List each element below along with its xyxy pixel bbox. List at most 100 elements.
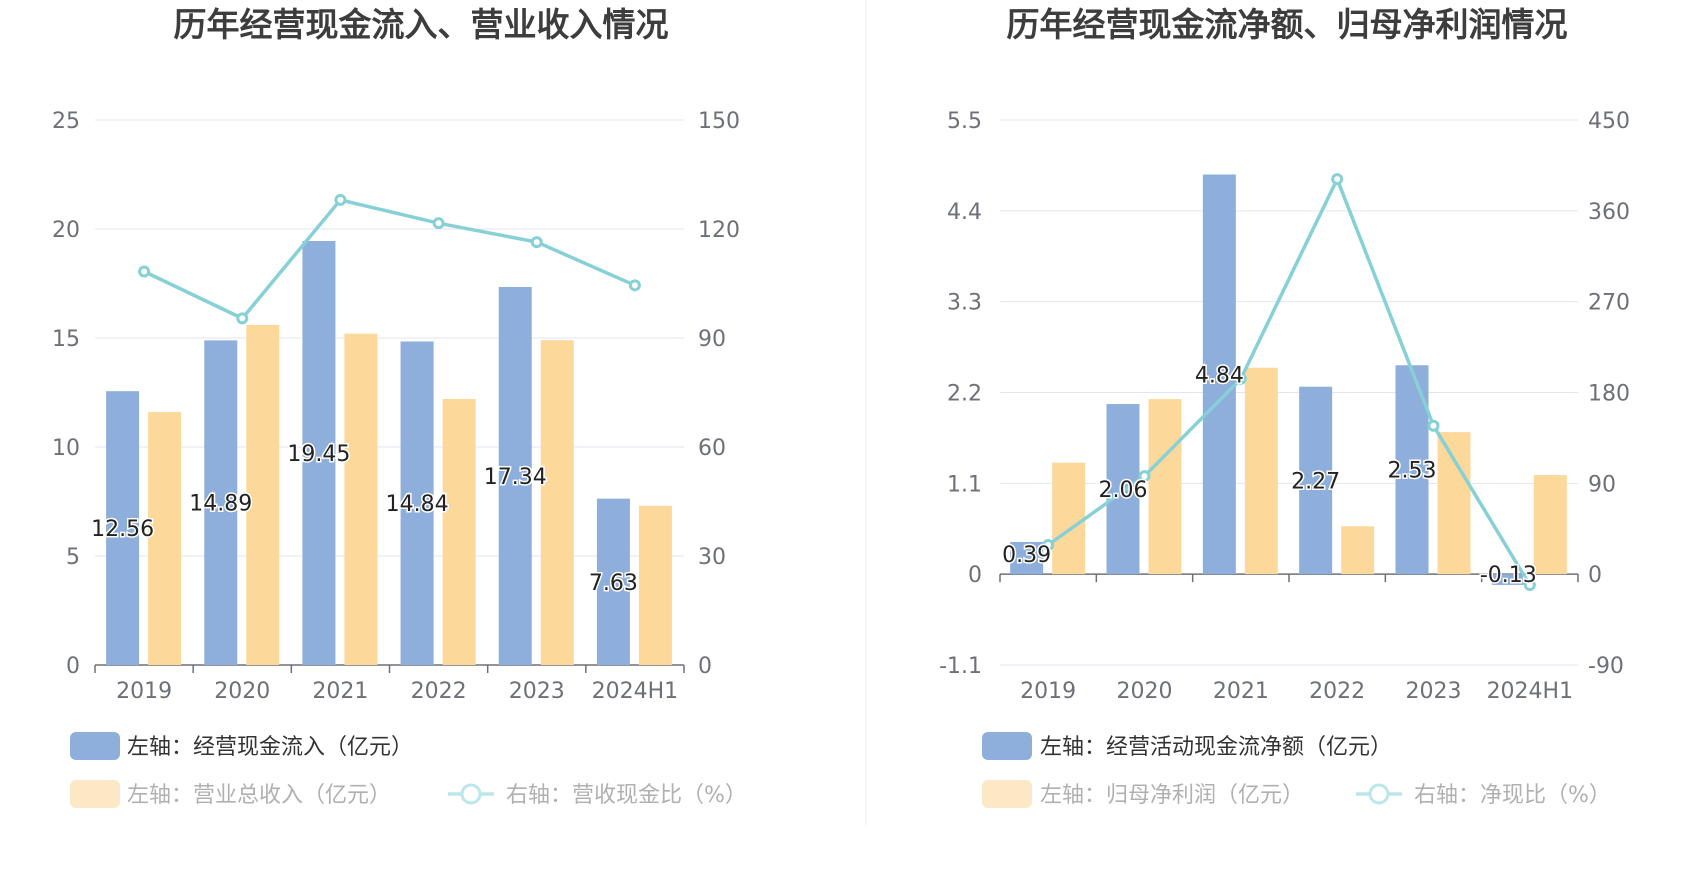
chart-panel-right: 历年经营现金流净额、归母净利润情况 -1.1 0 1.1 2.2 3.3 4.4 5.5 -9… xyxy=(939,5,1630,808)
bar-data-label: 17.34 xyxy=(484,465,547,490)
y-right-tick-label: 0 xyxy=(1588,563,1602,588)
y-right-tick-label: 60 xyxy=(698,436,726,461)
ratio-point xyxy=(628,279,641,292)
x-tick-label: 2021 xyxy=(312,679,368,704)
bar-data-label: 12.56 xyxy=(91,517,154,542)
legend-label-primary: 左轴：经营现金流入（亿元） xyxy=(127,735,413,760)
bar-secondary xyxy=(540,340,574,665)
y-right-tick-label: 450 xyxy=(1588,109,1630,134)
bar-primary xyxy=(1106,404,1140,575)
legend-swatch-primary xyxy=(982,732,1032,760)
bar-primary xyxy=(1010,541,1044,575)
bar-primary xyxy=(1202,174,1236,575)
y-left-tick-label: 10 xyxy=(52,436,80,461)
bar-data-label: 14.89 xyxy=(189,492,252,517)
bar-secondary xyxy=(638,505,672,665)
ratio-point xyxy=(1427,419,1440,432)
x-tick-label: 2019 xyxy=(116,679,172,704)
bar-secondary xyxy=(1148,399,1182,575)
legend-label-line: 右轴：营收现金比（%） xyxy=(506,783,747,808)
x-tick-label: 2020 xyxy=(214,679,270,704)
bar-primary xyxy=(106,391,140,665)
bar-primary xyxy=(498,286,532,665)
x-tick-label: 2020 xyxy=(1117,679,1173,704)
x-tick-label: 2019 xyxy=(1020,679,1076,704)
ratio-point xyxy=(1523,579,1536,592)
bar-secondary xyxy=(246,324,280,665)
chart-panel-left: 历年经营现金流入、营业收入情况 0 5 10 15 20 25 0 30 60 90 120 150 2… xyxy=(52,5,747,808)
legend-swatch-secondary xyxy=(70,780,120,808)
bar-data-label: 4.84 xyxy=(1195,363,1244,388)
legend-label-secondary: 左轴：营业总收入（亿元） xyxy=(127,783,391,808)
ratio-point xyxy=(236,312,249,325)
legend-label-primary: 左轴：经营活动现金流净额（亿元） xyxy=(1040,735,1392,760)
bar-secondary xyxy=(344,333,378,665)
legend-swatch-primary xyxy=(70,732,120,760)
bar-data-label: 7.63 xyxy=(589,571,638,596)
y-right-tick-label: 180 xyxy=(1588,382,1630,407)
bar-data-label: 2.27 xyxy=(1291,469,1340,494)
y-right-tick-label: 30 xyxy=(698,545,726,570)
bar-data-label: -0.13 xyxy=(1480,563,1537,588)
y-right-tick-label: 120 xyxy=(698,218,740,243)
bar-primary xyxy=(302,240,336,666)
bar-secondary xyxy=(1341,526,1375,575)
bar-primary xyxy=(1491,574,1525,585)
y-left-tick-label: 5.5 xyxy=(947,109,982,134)
bar-primary xyxy=(204,340,238,665)
y-left-tick-label: 0 xyxy=(66,654,80,679)
bar-secondary xyxy=(1052,462,1086,575)
bar-secondary xyxy=(1437,432,1471,575)
y-left-tick-label: 15 xyxy=(52,327,80,352)
x-tick-label: 2024H1 xyxy=(592,679,679,704)
ratio-point xyxy=(1138,470,1151,483)
y-right-tick-label: 90 xyxy=(698,327,726,352)
y-left-tick-label: -1.1 xyxy=(939,654,982,679)
y-right-tick-label: 270 xyxy=(1588,291,1630,316)
bar-primary xyxy=(400,341,434,665)
bar-primary xyxy=(596,498,630,665)
y-right-tick-label: 150 xyxy=(698,109,740,134)
ratio-point xyxy=(334,193,347,206)
y-left-tick-label: 5 xyxy=(66,545,80,570)
ratio-point xyxy=(530,236,543,249)
bar-data-label: 0.39 xyxy=(1002,543,1051,568)
y-left-tick-label: 25 xyxy=(52,109,80,134)
bar-secondary xyxy=(442,399,476,665)
legend-swatch-secondary xyxy=(982,780,1032,808)
y-left-tick-label: 1.1 xyxy=(947,472,982,497)
y-left-tick-label: 2.2 xyxy=(947,382,982,407)
bar-secondary xyxy=(148,412,182,665)
bar-data-label: 14.84 xyxy=(386,492,449,517)
y-left-tick-label: 3.3 xyxy=(947,291,982,316)
bar-data-label: 2.53 xyxy=(1388,459,1437,484)
ratio-point xyxy=(1234,372,1247,385)
y-right-tick-label: 0 xyxy=(698,654,712,679)
ratio-point xyxy=(1042,538,1055,551)
y-right-tick-label: -90 xyxy=(1588,654,1624,679)
chart-title-left: 历年经营现金流入、营业收入情况 xyxy=(174,5,669,44)
bar-data-label: 19.45 xyxy=(287,442,350,467)
y-right-tick-label: 360 xyxy=(1588,200,1630,225)
chart-title-right: 历年经营现金流净额、归母净利润情况 xyxy=(1007,5,1568,44)
x-tick-label: 2023 xyxy=(509,679,565,704)
ratio-point xyxy=(138,265,151,278)
y-left-tick-label: 0 xyxy=(968,563,982,588)
bar-secondary xyxy=(1244,367,1278,575)
bar-primary xyxy=(1299,386,1333,575)
bar-data-label: 2.06 xyxy=(1099,478,1148,503)
ratio-point xyxy=(432,217,445,230)
legend-line-marker xyxy=(460,783,482,805)
legend-label-secondary: 左轴：归母净利润（亿元） xyxy=(1040,783,1304,808)
legend-line-marker xyxy=(1368,783,1390,805)
x-tick-label: 2023 xyxy=(1406,679,1462,704)
x-tick-label: 2024H1 xyxy=(1487,679,1574,704)
x-tick-label: 2022 xyxy=(411,679,467,704)
legend-label-line: 右轴：净现比（%） xyxy=(1414,783,1611,808)
ratio-point xyxy=(1331,173,1344,186)
y-left-tick-label: 4.4 xyxy=(947,200,982,225)
y-left-tick-label: 20 xyxy=(52,218,80,243)
bar-secondary xyxy=(1533,475,1567,575)
